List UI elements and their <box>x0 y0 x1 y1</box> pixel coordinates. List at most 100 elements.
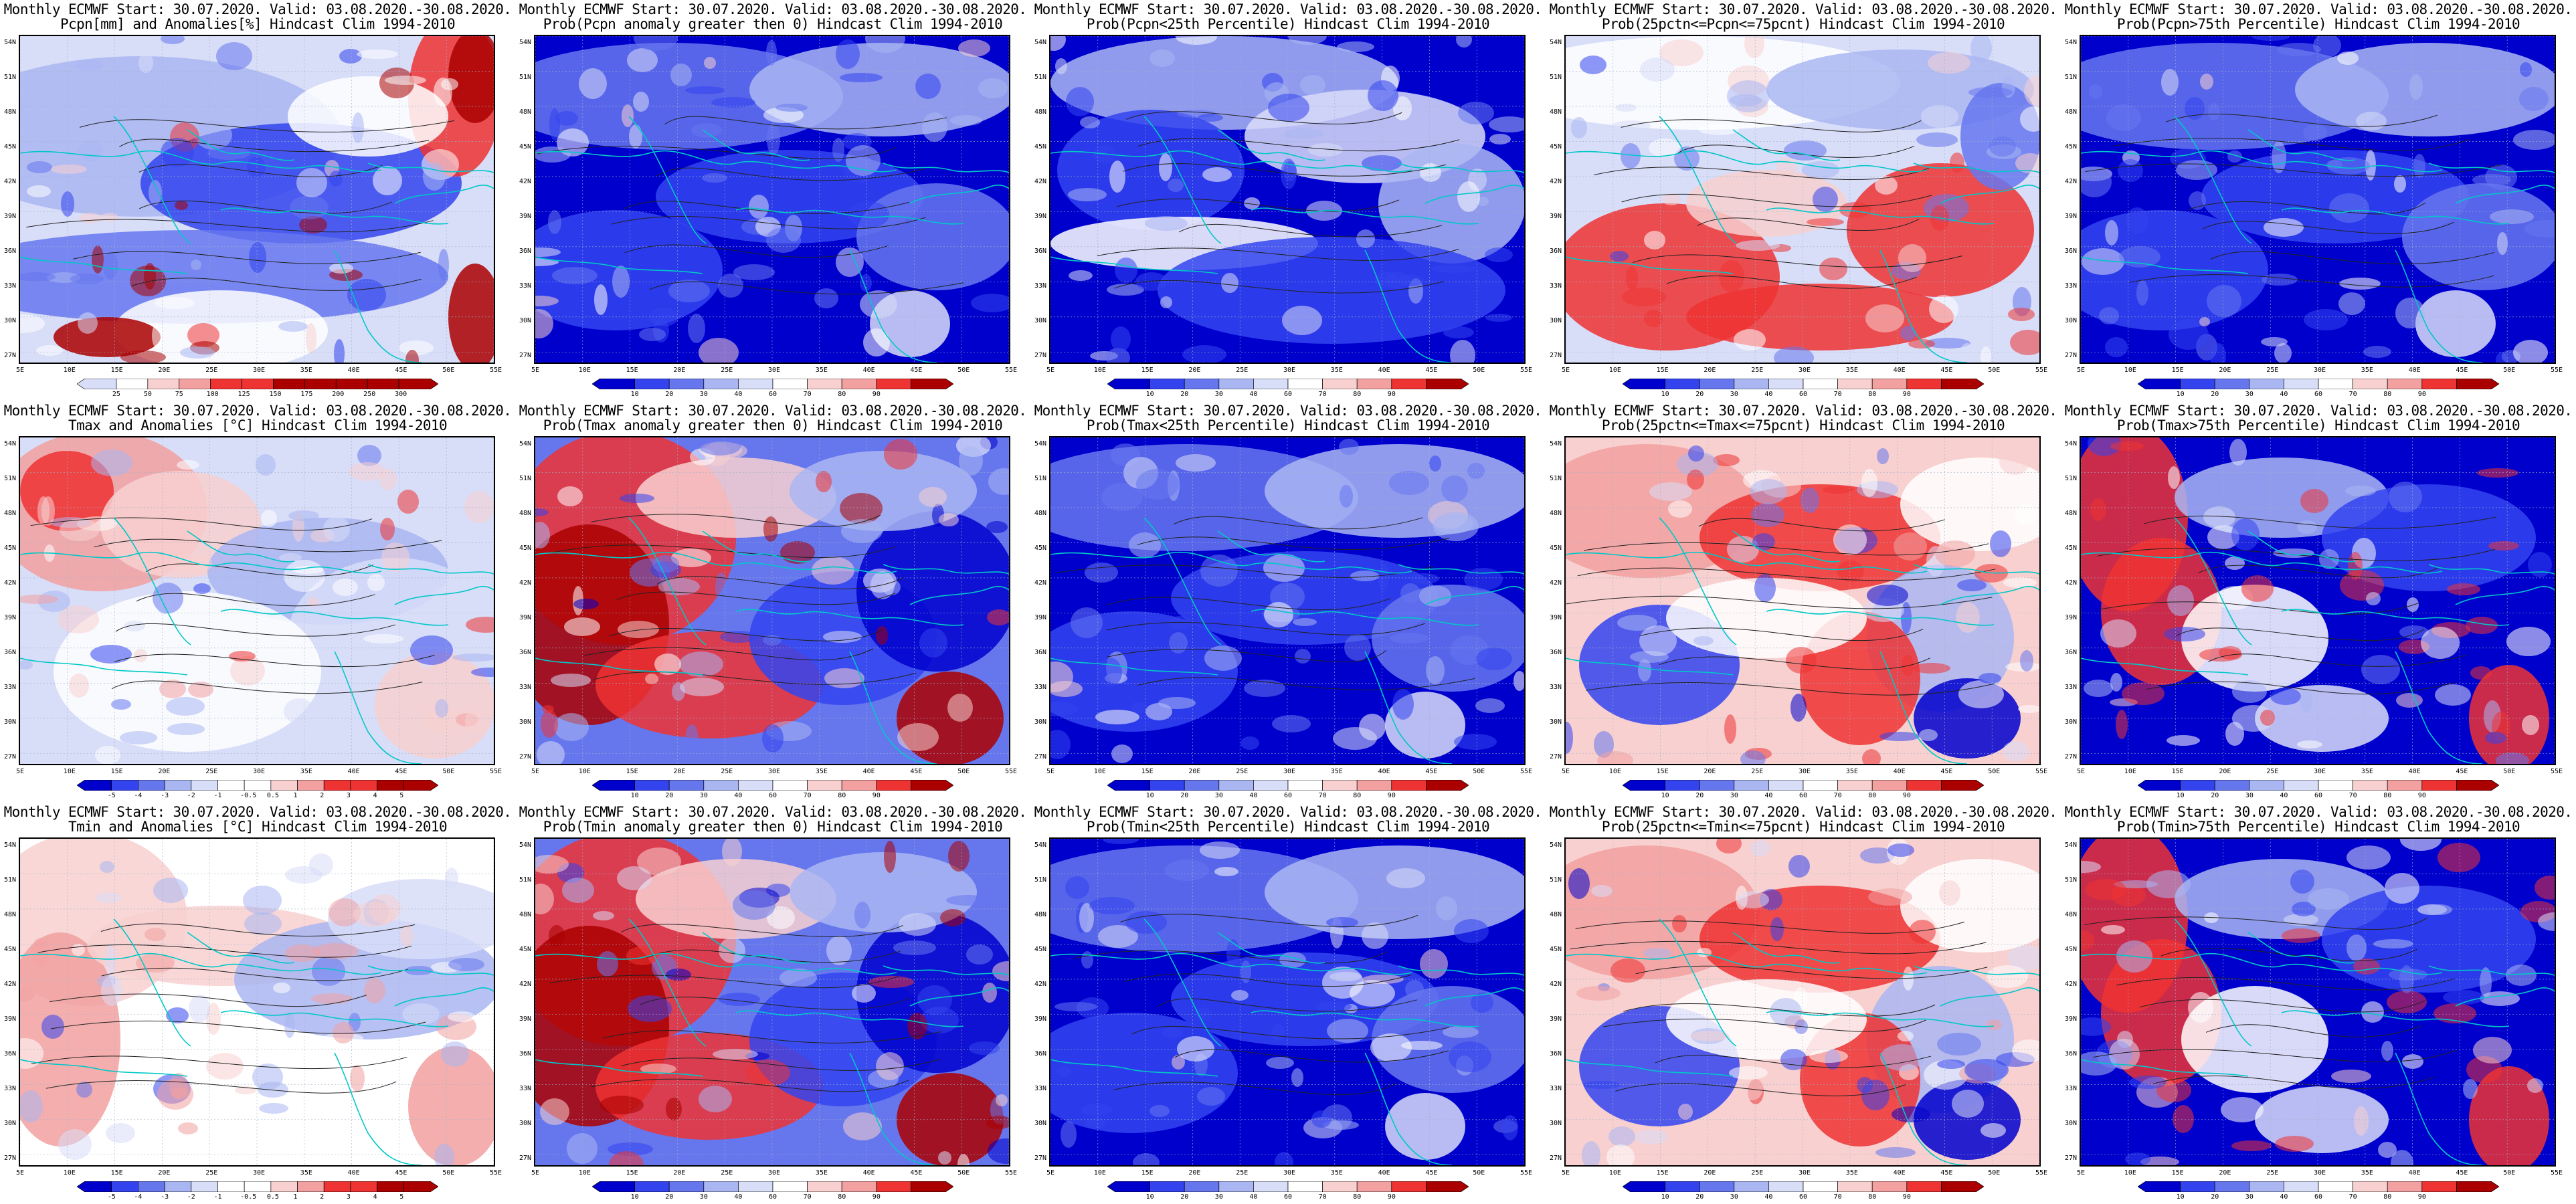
colorbar-tick-label: 2 <box>320 1193 325 1201</box>
latitude-label: 33N <box>1034 1085 1047 1092</box>
latitude-label: 51N <box>2065 74 2078 81</box>
latitude-label: 42N <box>519 981 532 988</box>
colorbar-tick-label: 60 <box>1284 1193 1293 1201</box>
longitude-label: 20E <box>2219 367 2231 374</box>
longitude-label: 30E <box>1799 768 1811 775</box>
colorbar-tick-label: 10 <box>2176 391 2185 398</box>
forecast-map <box>1049 837 1526 1167</box>
longitude-label: 35E <box>300 367 312 374</box>
latitude-label: 30N <box>519 1120 532 1127</box>
latitude-label: 42N <box>1550 981 1562 988</box>
latitude-label: 51N <box>519 475 532 482</box>
latitude-label: 39N <box>2065 1015 2078 1023</box>
colorbar-tick-label: 40 <box>1249 391 1258 398</box>
latitude-label: 45N <box>4 946 17 953</box>
longitude-label: 25E <box>205 768 218 775</box>
longitude-label: 40E <box>347 1169 360 1177</box>
longitude-label: 10E <box>2124 1169 2136 1177</box>
colorbar-tick-label: 70 <box>1318 1193 1327 1201</box>
longitude-label: 20E <box>1188 367 1201 374</box>
colorbar-tick-label: -1 <box>213 1193 222 1201</box>
panel-title-line1: Monthly ECMWF Start: 30.07.2020. Valid: … <box>519 403 1027 419</box>
map-panel: Monthly ECMWF Start: 30.07.2020. Valid: … <box>0 0 515 401</box>
longitude-label: 55E <box>2551 367 2563 374</box>
colorbar-tick-label: 10 <box>630 792 639 799</box>
longitude-label: 40E <box>862 768 875 775</box>
panel-title-line1: Monthly ECMWF Start: 30.07.2020. Valid: … <box>2064 804 2573 820</box>
longitude-label: 30E <box>1283 1169 1296 1177</box>
longitude-label: 45E <box>1425 768 1438 775</box>
colorbar-tick-label: 90 <box>872 391 881 398</box>
longitude-label: 35E <box>300 1169 312 1177</box>
latitude-label: 27N <box>2065 1155 2078 1162</box>
latitude-label: 33N <box>519 1085 532 1092</box>
latitude-label: 39N <box>1034 213 1047 220</box>
panel-title-line1: Monthly ECMWF Start: 30.07.2020. Valid: … <box>1549 403 2057 419</box>
colorbar-tick-label: 40 <box>734 792 743 799</box>
colorbar-tick-label: 150 <box>269 391 282 398</box>
longitude-label: 50E <box>2503 768 2516 775</box>
colorbar-tick-label: 20 <box>2211 792 2219 799</box>
latitude-label: 48N <box>519 108 532 116</box>
colorbar-tick-label: 80 <box>1868 1193 1877 1201</box>
latitude-label: 33N <box>4 1085 17 1092</box>
longitude-label: 20E <box>673 367 686 374</box>
longitude-label: 45E <box>395 768 407 775</box>
map-panel: Monthly ECMWF Start: 30.07.2020. Valid: … <box>2061 401 2576 803</box>
latitude-label: 33N <box>4 684 17 691</box>
latitude-label: 54N <box>2065 440 2078 447</box>
latitude-label: 39N <box>4 213 17 220</box>
colorbar-tick-label: 60 <box>1799 1193 1808 1201</box>
forecast-map <box>1049 436 1526 765</box>
colorbar-tick-label: 10 <box>1661 391 1669 398</box>
panel-title-line2: Prob(Pcpn>75th Percentile) Hindcast Clim… <box>2116 16 2520 32</box>
latitude-label: 42N <box>1550 178 1562 185</box>
longitude-label: 5E <box>1562 367 1570 374</box>
colorbar-tick-label: 10 <box>2176 792 2185 799</box>
latitude-label: 39N <box>1034 614 1047 621</box>
map-panel: Monthly ECMWF Start: 30.07.2020. Valid: … <box>0 401 515 803</box>
latitude-label: 36N <box>519 649 532 656</box>
longitude-label: 35E <box>815 1169 828 1177</box>
longitude-label: 35E <box>1330 1169 1343 1177</box>
longitude-label: 55E <box>1520 367 1533 374</box>
forecast-map <box>2080 837 2556 1167</box>
longitude-label: 55E <box>490 367 502 374</box>
latitude-label: 51N <box>1034 475 1047 482</box>
latitude-label: 39N <box>4 1015 17 1023</box>
colorbar-tick-label: 70 <box>1833 391 1842 398</box>
forecast-map <box>19 35 495 364</box>
latitude-label: 30N <box>2065 718 2078 726</box>
longitude-label: 40E <box>1378 1169 1390 1177</box>
colorbar-tick-label: -4 <box>134 792 143 799</box>
latitude-label: 51N <box>1550 74 1562 81</box>
colorbar-tick-label: 10 <box>1145 792 1154 799</box>
colorbar-tick-label: 30 <box>699 1193 708 1201</box>
longitude-label: 10E <box>63 1169 76 1177</box>
longitude-label: 15E <box>1656 768 1669 775</box>
colorbar-tick-label: 90 <box>2417 1193 2426 1201</box>
latitude-label: 45N <box>519 143 532 150</box>
colorbar-tick-label: 80 <box>1353 792 1362 799</box>
latitude-label: 45N <box>2065 946 2078 953</box>
longitude-label: 30E <box>2314 1169 2326 1177</box>
latitude-label: 36N <box>2065 247 2078 255</box>
colorbar-tick-label: 90 <box>1387 792 1396 799</box>
longitude-label: 25E <box>1751 1169 1764 1177</box>
colorbar-tick-label: 20 <box>1180 792 1189 799</box>
longitude-label: 50E <box>442 367 455 374</box>
latitude-label: 30N <box>1034 1120 1047 1127</box>
colorbar-tick-label: 40 <box>2280 1193 2288 1201</box>
colorbar-tick-label: 70 <box>1833 1193 1842 1201</box>
longitude-label: 50E <box>1473 1169 1485 1177</box>
longitude-label: 10E <box>1608 768 1621 775</box>
longitude-label: 25E <box>1236 1169 1249 1177</box>
longitude-label: 55E <box>2035 367 2048 374</box>
latitude-label: 27N <box>1550 352 1562 359</box>
latitude-label: 39N <box>2065 614 2078 621</box>
forecast-map <box>19 436 495 765</box>
latitude-label: 33N <box>4 282 17 290</box>
latitude-label: 45N <box>1550 946 1562 953</box>
longitude-label: 15E <box>110 768 123 775</box>
colorbar-tick-label: 90 <box>872 1193 881 1201</box>
